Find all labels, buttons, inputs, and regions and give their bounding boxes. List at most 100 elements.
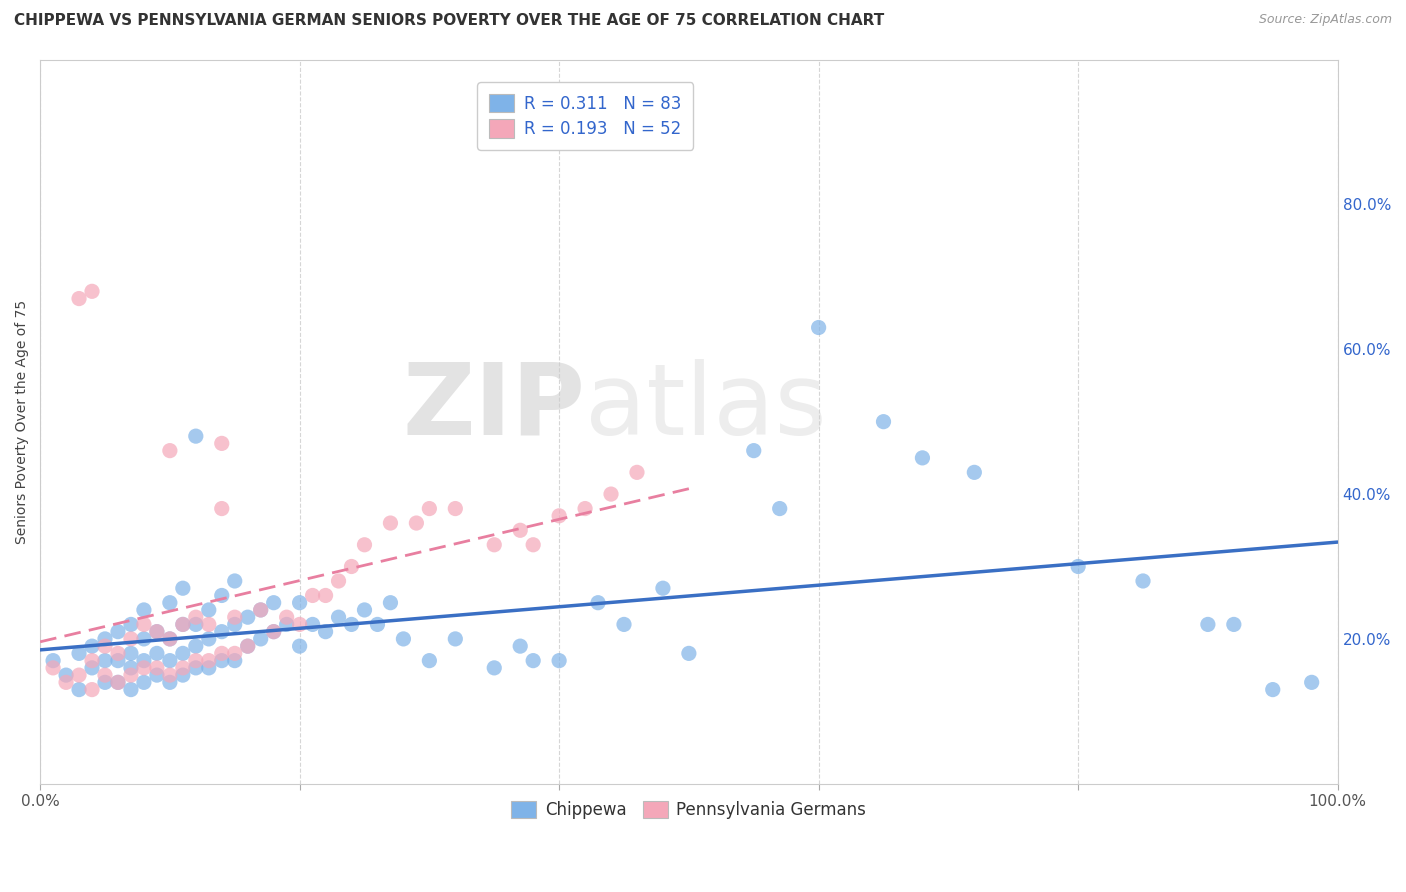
Point	[418, 501, 440, 516]
Point	[315, 624, 337, 639]
Y-axis label: Seniors Poverty Over the Age of 75: Seniors Poverty Over the Age of 75	[15, 300, 30, 544]
Point	[67, 668, 90, 682]
Point	[132, 661, 155, 675]
Point	[678, 647, 700, 661]
Point	[80, 654, 103, 668]
Point	[184, 661, 207, 675]
Point	[1197, 617, 1219, 632]
Point	[172, 617, 194, 632]
Point	[67, 647, 90, 661]
Point	[484, 538, 506, 552]
Point	[288, 617, 311, 632]
Point	[94, 668, 117, 682]
Point	[120, 632, 142, 646]
Point	[872, 415, 894, 429]
Point	[1132, 574, 1154, 588]
Point	[159, 668, 181, 682]
Point	[444, 632, 467, 646]
Point	[42, 661, 65, 675]
Point	[418, 654, 440, 668]
Point	[67, 292, 90, 306]
Point	[197, 661, 219, 675]
Point	[146, 624, 169, 639]
Point	[107, 624, 129, 639]
Point	[392, 632, 415, 646]
Point	[224, 647, 246, 661]
Point	[522, 654, 544, 668]
Legend: Chippewa, Pennsylvania Germans: Chippewa, Pennsylvania Germans	[505, 795, 873, 826]
Point	[380, 516, 402, 530]
Point	[159, 596, 181, 610]
Point	[211, 501, 233, 516]
Point	[211, 654, 233, 668]
Point	[600, 487, 623, 501]
Point	[197, 603, 219, 617]
Point	[301, 617, 323, 632]
Point	[55, 675, 77, 690]
Point	[328, 574, 350, 588]
Point	[172, 661, 194, 675]
Point	[80, 661, 103, 675]
Point	[236, 639, 259, 653]
Point	[67, 682, 90, 697]
Point	[405, 516, 427, 530]
Point	[120, 668, 142, 682]
Point	[146, 668, 169, 682]
Point	[613, 617, 636, 632]
Point	[132, 603, 155, 617]
Point	[146, 624, 169, 639]
Point	[172, 617, 194, 632]
Point	[146, 647, 169, 661]
Point	[172, 581, 194, 595]
Point	[211, 647, 233, 661]
Point	[586, 596, 609, 610]
Point	[211, 589, 233, 603]
Point	[626, 466, 648, 480]
Point	[963, 466, 986, 480]
Point	[340, 617, 363, 632]
Point	[94, 675, 117, 690]
Point	[224, 574, 246, 588]
Point	[80, 639, 103, 653]
Point	[380, 596, 402, 610]
Point	[94, 654, 117, 668]
Point	[911, 450, 934, 465]
Point	[107, 647, 129, 661]
Point	[42, 654, 65, 668]
Point	[1301, 675, 1323, 690]
Point	[769, 501, 792, 516]
Point	[159, 632, 181, 646]
Point	[159, 654, 181, 668]
Point	[509, 523, 531, 537]
Point	[107, 675, 129, 690]
Point	[301, 589, 323, 603]
Point	[224, 610, 246, 624]
Point	[548, 508, 571, 523]
Point	[184, 610, 207, 624]
Point	[276, 610, 298, 624]
Point	[236, 639, 259, 653]
Point	[249, 603, 271, 617]
Point	[353, 538, 375, 552]
Point	[224, 654, 246, 668]
Point	[197, 654, 219, 668]
Point	[742, 443, 765, 458]
Point	[132, 675, 155, 690]
Point	[211, 436, 233, 450]
Point	[184, 639, 207, 653]
Point	[315, 589, 337, 603]
Point	[224, 617, 246, 632]
Text: CHIPPEWA VS PENNSYLVANIA GERMAN SENIORS POVERTY OVER THE AGE OF 75 CORRELATION C: CHIPPEWA VS PENNSYLVANIA GERMAN SENIORS …	[14, 13, 884, 29]
Point	[146, 661, 169, 675]
Point	[353, 603, 375, 617]
Point	[55, 668, 77, 682]
Point	[120, 617, 142, 632]
Point	[1261, 682, 1284, 697]
Point	[80, 285, 103, 299]
Text: Source: ZipAtlas.com: Source: ZipAtlas.com	[1258, 13, 1392, 27]
Point	[522, 538, 544, 552]
Point	[172, 647, 194, 661]
Point	[184, 617, 207, 632]
Point	[288, 639, 311, 653]
Point	[132, 617, 155, 632]
